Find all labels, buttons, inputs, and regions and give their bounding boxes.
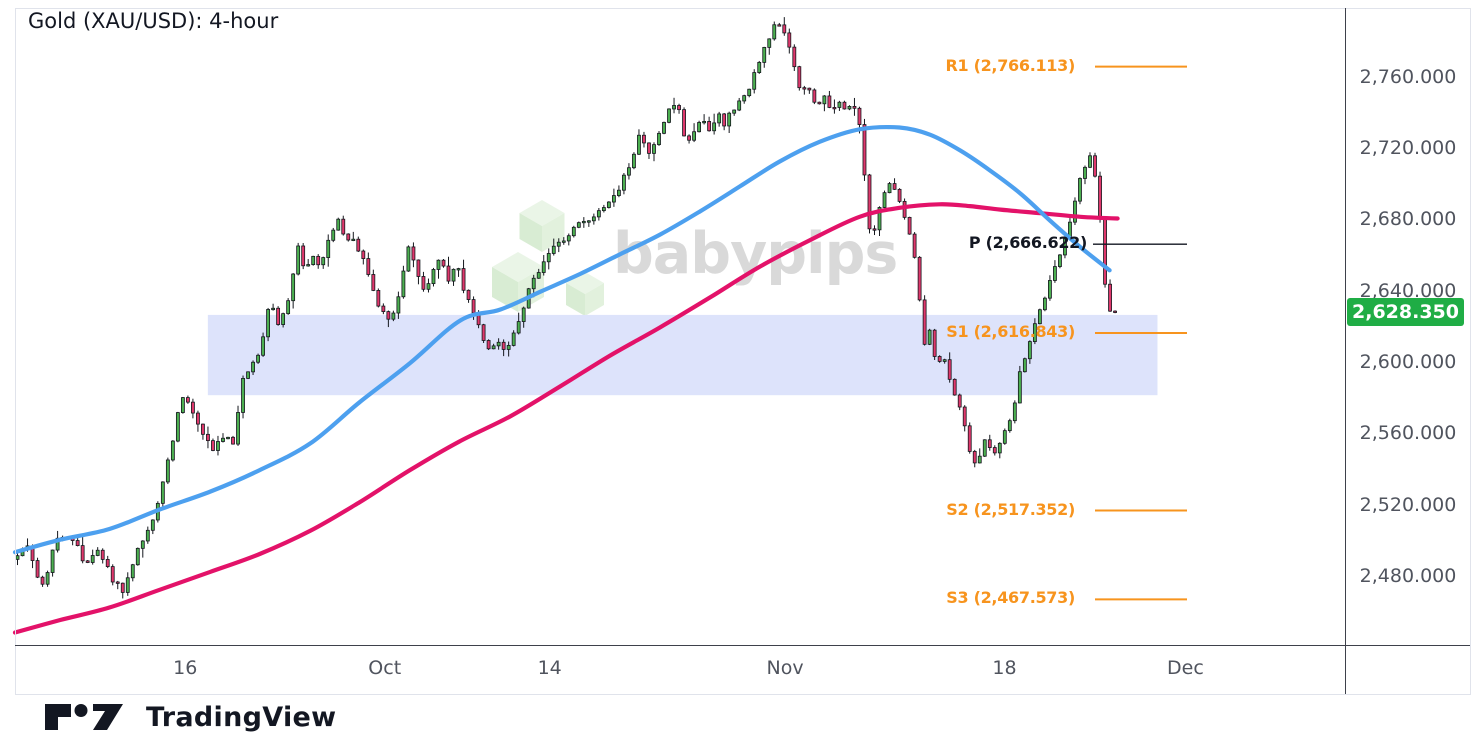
chart-frame bbox=[15, 8, 1471, 695]
support-zone bbox=[207, 314, 1158, 396]
ma-fast-line bbox=[12, 125, 1112, 555]
chart-title: Gold (XAU/USD): 4-hour bbox=[28, 9, 279, 33]
ma-slow-line bbox=[12, 202, 1120, 635]
time-tick-dec: Dec bbox=[1167, 657, 1204, 679]
babypips-cubes-icon bbox=[492, 200, 604, 316]
pivot-label-s1: S1 (2,616.843) bbox=[946, 322, 1075, 342]
pivot-label-s2: S2 (2,517.352) bbox=[946, 499, 1075, 519]
price-tick-2560: 2,560.000 bbox=[1359, 422, 1457, 445]
time-axis[interactable] bbox=[15, 646, 1345, 694]
tradingview-attribution[interactable]: TradingView bbox=[43, 700, 336, 734]
price-tick-2720: 2,720.000 bbox=[1359, 136, 1457, 159]
attribution-text: TradingView bbox=[146, 701, 337, 733]
time-tick-16: 16 bbox=[173, 657, 198, 679]
pivot-label-s3: S3 (2,467.573) bbox=[946, 588, 1075, 608]
pivot-label-p: P (2,666.622) bbox=[968, 233, 1087, 253]
time-tick-18: 18 bbox=[992, 657, 1017, 679]
time-tick-oct: Oct bbox=[368, 657, 402, 679]
price-tick-2600: 2,600.000 bbox=[1359, 351, 1457, 374]
last-price-tag: 2,628.350 bbox=[1347, 298, 1464, 327]
time-tick-nov: Nov bbox=[766, 657, 804, 679]
price-axis[interactable] bbox=[1346, 8, 1470, 645]
price-tick-2480: 2,480.000 bbox=[1359, 565, 1457, 588]
time-tick-14: 14 bbox=[537, 657, 562, 679]
tradingview-logo-icon bbox=[45, 704, 123, 730]
price-tick-2520: 2,520.000 bbox=[1359, 493, 1457, 516]
price-tick-2760: 2,760.000 bbox=[1359, 65, 1457, 88]
price-tick-2680: 2,680.000 bbox=[1359, 208, 1457, 231]
price-tick-2640: 2,640.000 bbox=[1359, 279, 1457, 302]
pivot-label-r1: R1 (2,766.113) bbox=[945, 55, 1075, 75]
candles-series bbox=[15, 17, 1117, 599]
